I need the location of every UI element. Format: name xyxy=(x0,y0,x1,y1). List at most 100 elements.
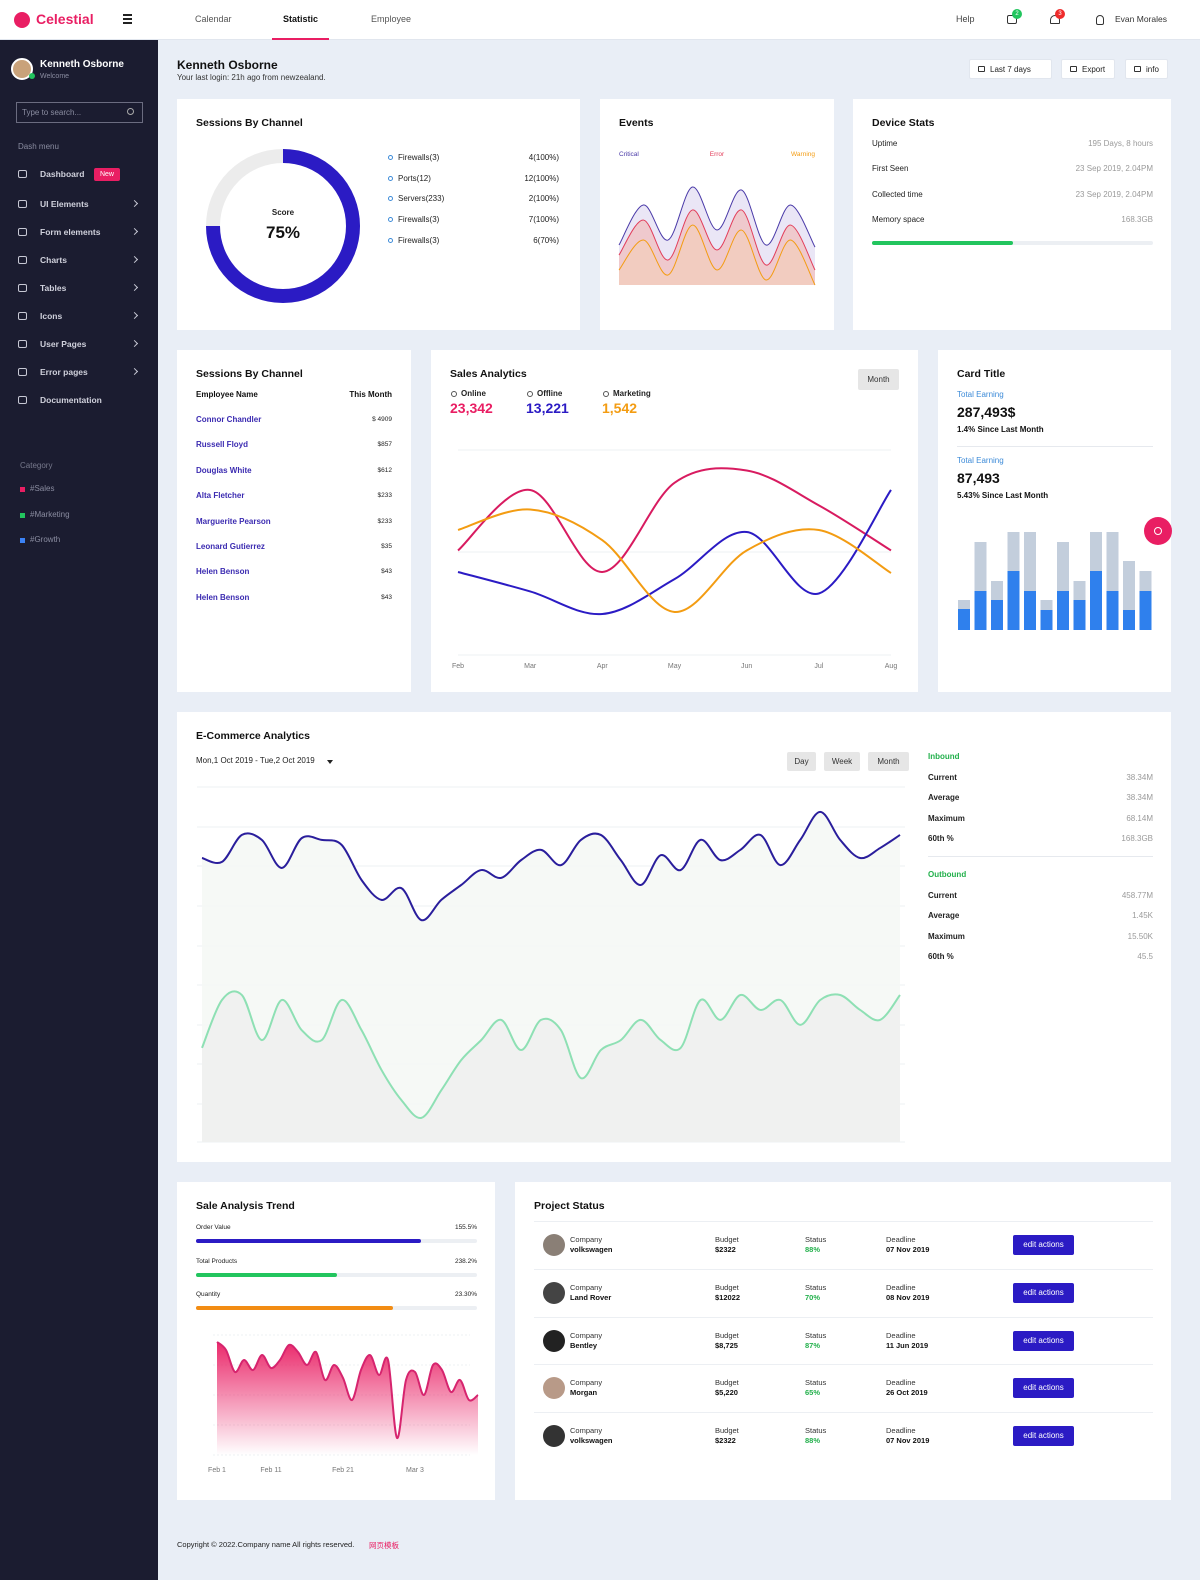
brand: Celestial xyxy=(36,11,94,27)
employee-name[interactable]: Russell Floyd xyxy=(196,440,249,450)
employee-name[interactable]: Douglas White xyxy=(196,465,252,475)
footer-link[interactable]: 网页模板 xyxy=(369,1541,399,1550)
header-button-label: Export xyxy=(1082,65,1106,74)
edit-button[interactable]: edit actions xyxy=(1013,1330,1074,1351)
employee-name[interactable]: Marguerite Pearson xyxy=(196,516,271,526)
range-button[interactable]: Month xyxy=(868,752,909,771)
x-tick-label: Feb xyxy=(452,663,464,670)
top-nav xyxy=(0,0,1200,40)
employee-name[interactable]: Helen Benson xyxy=(196,592,250,602)
x-tick-label: Mar 3 xyxy=(406,1467,424,1474)
x-tick-label: Apr xyxy=(597,663,609,670)
separator xyxy=(534,1364,1153,1366)
category-label[interactable]: #Marketing xyxy=(30,509,70,519)
category-label[interactable]: #Growth xyxy=(30,535,61,544)
cell-value: $5,220 xyxy=(715,1388,738,1398)
bar-segment xyxy=(1073,581,1086,600)
x-tick-label: May xyxy=(668,663,682,670)
area-fill xyxy=(619,225,815,285)
period-button[interactable]: Month xyxy=(858,369,899,390)
sidebar-subtitle: Welcome xyxy=(40,73,70,80)
legend-value: 7(100%) xyxy=(528,215,559,225)
nav-tab[interactable]: Calendar xyxy=(195,14,232,24)
legend-label: Servers(233) xyxy=(398,194,445,204)
kpi-value: 1,542 xyxy=(602,400,638,416)
earning-change: 5.43% Since Last Month xyxy=(957,491,1049,500)
menu-icon xyxy=(18,368,27,376)
header-button[interactable] xyxy=(969,59,1052,79)
legend-label: Firewalls(3) xyxy=(398,153,440,162)
menu-icon xyxy=(18,200,27,208)
cell-value: $8,725 xyxy=(715,1340,738,1350)
cell-value: $2322 xyxy=(715,1245,736,1254)
progress-label: Quantity xyxy=(196,1291,221,1298)
stat-value: 23 Sep 2019, 2.04PM xyxy=(1075,189,1153,199)
employee-name[interactable]: Leonard Gutierrez xyxy=(196,542,265,551)
x-tick-label: Jun xyxy=(741,663,752,670)
cell-label: Status xyxy=(805,1426,827,1436)
header-button[interactable] xyxy=(1125,59,1168,79)
legend-value: 12(100%) xyxy=(524,173,559,183)
cell-label: Deadline xyxy=(886,1235,916,1244)
avatar xyxy=(11,58,33,80)
category-dot xyxy=(20,487,25,492)
chart: Feb 1 Feb 11 Feb 21 Mar 3 xyxy=(208,1334,479,1474)
menu-label: Charts xyxy=(40,255,67,265)
category-dot xyxy=(20,538,25,543)
employee-name[interactable]: Alta Fletcher xyxy=(196,491,245,501)
bar-segment xyxy=(1123,561,1135,610)
search-box[interactable] xyxy=(16,102,143,123)
edit-button[interactable]: edit actions xyxy=(1013,1282,1074,1303)
progress-text: 155.5% xyxy=(454,1224,477,1231)
employee-name[interactable]: Helen Benson xyxy=(196,567,250,577)
employee-name[interactable]: Connor Chandler xyxy=(196,415,262,424)
x-tick-label: Aug xyxy=(885,663,898,670)
edit-button[interactable]: edit actions xyxy=(1013,1378,1074,1399)
panel-label: Maximum xyxy=(928,813,965,823)
category-label[interactable]: #Sales xyxy=(30,484,55,493)
line xyxy=(201,810,901,922)
range-button[interactable]: Week xyxy=(824,752,860,771)
menu-label: Dashboard xyxy=(40,169,85,179)
menu-icon xyxy=(18,340,27,348)
menu-icon xyxy=(18,256,27,264)
cell-label: Budget xyxy=(715,1330,739,1340)
panel-value: 38.34M xyxy=(1126,772,1153,782)
date-range[interactable]: Mon,1 Oct 2019 - Tue,2 Oct 2019 xyxy=(196,756,315,765)
cell-label: Company xyxy=(570,1235,603,1244)
progress-fill xyxy=(196,1272,337,1277)
legend-label: Ports(12) xyxy=(398,173,431,183)
company-avatar xyxy=(543,1329,565,1352)
cell-label: Company xyxy=(570,1426,603,1436)
range-button[interactable]: Day xyxy=(787,752,816,771)
legend-label: Warning xyxy=(791,151,815,158)
header-button[interactable] xyxy=(1061,59,1115,79)
donut-arc xyxy=(206,149,360,303)
menu-icon xyxy=(18,228,27,236)
card xyxy=(177,350,411,692)
panel-value: 15.50K xyxy=(1127,931,1153,941)
panel-value: 1.45K xyxy=(1132,911,1153,920)
bar-segment xyxy=(1090,532,1102,571)
bar-segment xyxy=(974,542,987,591)
nav-help[interactable]: Help xyxy=(956,14,975,24)
cell-value: 88% xyxy=(805,1245,821,1254)
kpi-label: Offline xyxy=(537,389,563,398)
card-title: Project Status xyxy=(534,1200,605,1212)
edit-button[interactable]: edit actions xyxy=(1013,1235,1074,1255)
button-icon xyxy=(978,66,985,72)
bar-segment xyxy=(958,609,970,630)
earning-label: Total Earning xyxy=(957,456,1004,465)
cell-value: 70% xyxy=(805,1292,821,1302)
nav-user[interactable]: Evan Morales xyxy=(1115,14,1167,24)
nav-tab[interactable]: Employee xyxy=(371,14,412,24)
edit-button[interactable]: edit actions xyxy=(1013,1426,1074,1447)
employee-amount: $857 xyxy=(377,441,392,449)
progress-track xyxy=(872,241,1153,245)
menu-icon xyxy=(18,312,27,320)
progress-track xyxy=(196,1272,477,1277)
nav-tab[interactable]: Statistic xyxy=(283,14,319,24)
stat-value: 23 Sep 2019, 2.04PM xyxy=(1075,164,1153,174)
cell-label: Company xyxy=(570,1330,603,1340)
x-tick-label: Feb 21 xyxy=(332,1467,354,1474)
